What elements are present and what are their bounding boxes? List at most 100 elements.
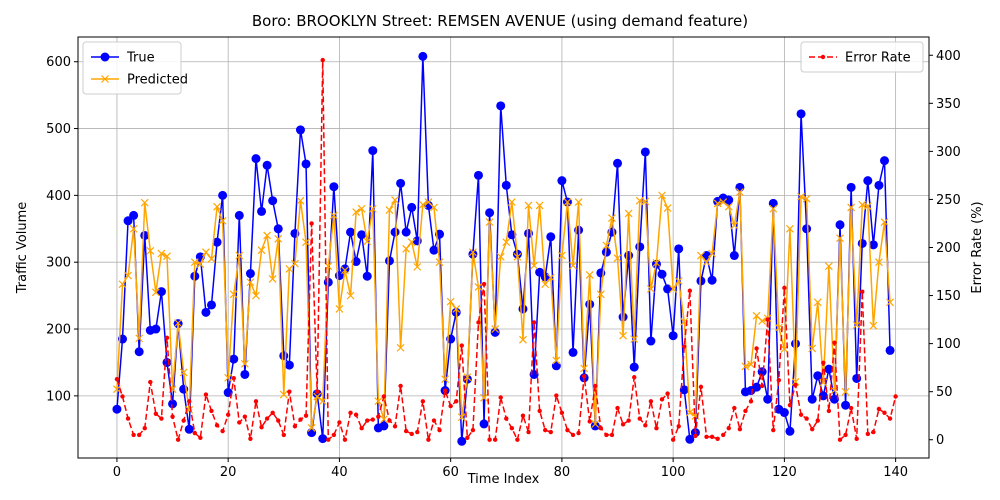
data-point [630, 335, 639, 343]
data-point [307, 424, 316, 432]
x-tick-label: 0 [113, 465, 121, 480]
data-point [779, 408, 789, 418]
data-point [702, 258, 711, 267]
data-point [865, 431, 871, 437]
data-point [251, 154, 261, 164]
data-point [213, 202, 221, 211]
data-point [437, 427, 442, 433]
data-point [747, 360, 755, 369]
data-point [214, 423, 220, 428]
data-point [863, 202, 872, 210]
data-point [374, 397, 383, 406]
data-point [385, 206, 394, 215]
data-point [657, 269, 667, 279]
data-point [287, 389, 292, 394]
data-point [813, 371, 823, 381]
data-point [759, 383, 765, 389]
data-point [113, 385, 121, 394]
data-point [624, 251, 634, 261]
series-error-rate [114, 57, 898, 442]
data-point [786, 224, 794, 233]
data-point [768, 198, 778, 208]
data-point [665, 391, 670, 396]
data-point [601, 247, 611, 257]
data-point [252, 291, 260, 300]
data-point [496, 252, 505, 261]
data-point [591, 419, 600, 428]
data-point [674, 276, 683, 285]
data-point [407, 238, 416, 247]
data-point [235, 251, 244, 260]
data-point [268, 196, 278, 206]
data-point [698, 384, 704, 390]
data-point [885, 345, 895, 355]
y2-tick-label: 400 [936, 49, 961, 64]
data-point [346, 227, 356, 237]
data-point [240, 359, 249, 368]
data-point [504, 416, 509, 421]
data-point [413, 262, 422, 271]
data-point [581, 374, 587, 379]
x-tick-label: 120 [772, 465, 797, 480]
data-point [135, 334, 144, 343]
data-point [724, 202, 733, 211]
data-point [342, 437, 348, 442]
data-point [824, 364, 834, 374]
plot-area [112, 51, 898, 446]
data-point [635, 242, 645, 252]
data-point [181, 418, 186, 423]
data-point [507, 198, 516, 206]
data-point [164, 335, 170, 341]
y2-tick-label: 250 [936, 193, 961, 208]
data-point [206, 300, 216, 310]
data-point [245, 269, 255, 279]
data-point [557, 251, 566, 260]
legend-marker [101, 75, 109, 83]
data-point [487, 437, 492, 442]
data-point [632, 375, 637, 380]
data-point [874, 180, 884, 190]
data-point [292, 424, 298, 429]
data-point [379, 415, 388, 424]
data-point [531, 320, 537, 325]
data-point [163, 252, 171, 261]
data-point [270, 410, 275, 416]
x-axis-label: Time Index [467, 472, 540, 487]
data-point [848, 405, 854, 411]
data-point [224, 373, 233, 382]
data-point [248, 436, 253, 441]
legend-label: True [126, 51, 155, 66]
data-point [574, 198, 583, 206]
data-point [585, 270, 594, 279]
data-point [490, 327, 500, 337]
data-point [476, 320, 481, 325]
data-point [765, 317, 770, 322]
data-point [201, 307, 211, 317]
legend-marker [820, 54, 826, 60]
data-point [435, 258, 444, 267]
data-point [685, 434, 695, 444]
data-point [290, 259, 299, 268]
data-point [396, 343, 405, 352]
data-point [131, 432, 136, 438]
data-point [737, 426, 743, 432]
data-point [841, 387, 850, 396]
data-point [498, 395, 503, 400]
data-point [276, 418, 281, 423]
data-point [729, 251, 739, 261]
data-point [407, 202, 417, 212]
data-point [454, 399, 459, 404]
data-point [854, 436, 859, 441]
data-point [659, 397, 665, 402]
data-point [337, 420, 342, 425]
data-point [693, 433, 698, 439]
data-point [409, 431, 414, 437]
data-point [793, 382, 798, 388]
data-point [151, 324, 161, 334]
data-point [524, 201, 533, 210]
x-tick-label: 140 [883, 465, 908, 480]
data-point [368, 146, 378, 156]
data-point [626, 418, 631, 423]
data-point [715, 436, 720, 441]
data-point [491, 325, 500, 333]
